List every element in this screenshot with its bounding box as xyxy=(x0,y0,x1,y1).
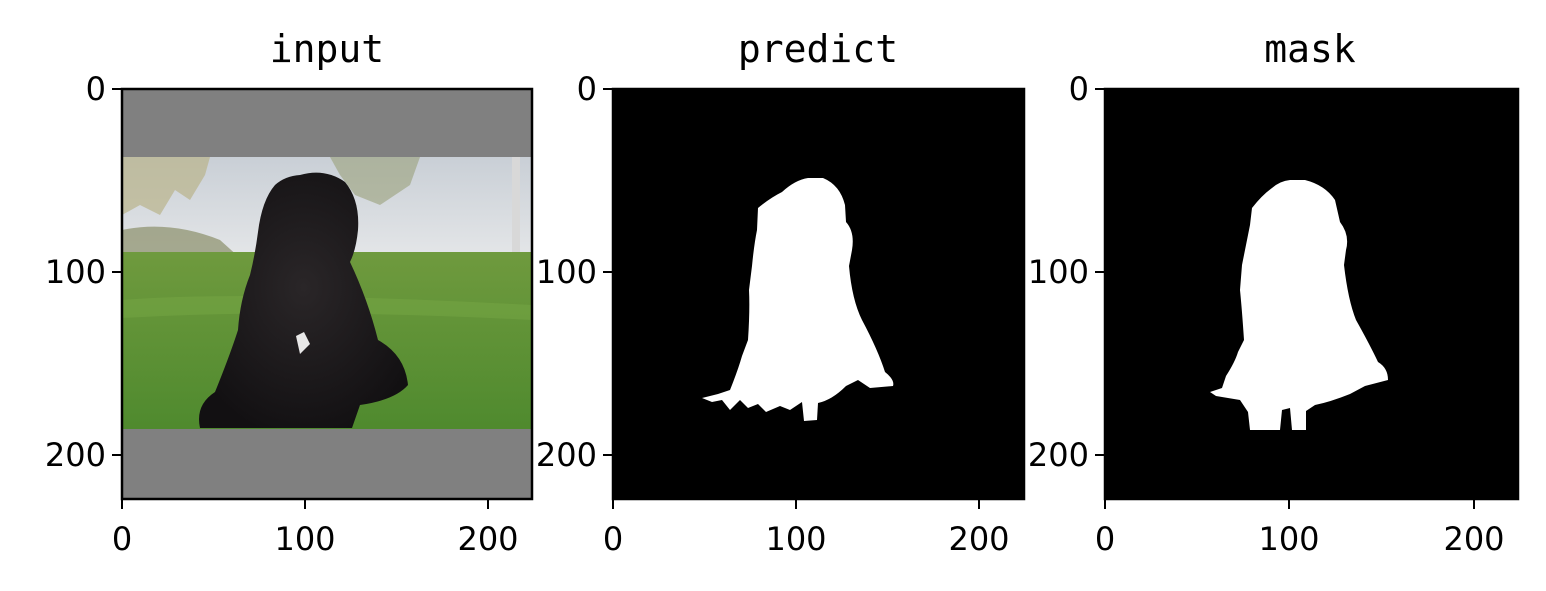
predict-mask-shape xyxy=(702,178,894,421)
panel-title-predict: predict xyxy=(738,27,898,71)
xtick-label: 100 xyxy=(1258,520,1319,558)
photo-fence xyxy=(512,157,520,252)
xtick-label: 0 xyxy=(1095,520,1115,558)
axes-frame-mask xyxy=(1103,87,1520,501)
padding-top xyxy=(122,89,532,157)
ytick-label: 100 xyxy=(536,253,597,291)
photo-dog xyxy=(199,172,408,428)
xtick-label: 0 xyxy=(112,520,132,558)
y-ticks-predict: 0 100 200 xyxy=(536,70,613,474)
panel-title-mask: mask xyxy=(1264,27,1356,71)
panel-title-input: input xyxy=(270,27,384,71)
ytick-label: 200 xyxy=(45,436,106,474)
photo-branches xyxy=(330,157,420,205)
axes-frame-predict xyxy=(611,87,1026,501)
input-image xyxy=(122,89,532,499)
ytick-label: 100 xyxy=(1028,253,1089,291)
axes-frame-input xyxy=(120,87,534,501)
ytick-label: 0 xyxy=(86,70,106,108)
dog-photo xyxy=(122,157,532,429)
photo-dog-chest xyxy=(296,332,310,354)
mask-shape xyxy=(1210,180,1388,430)
ytick-label: 0 xyxy=(577,70,597,108)
x-ticks-predict: 0 100 200 xyxy=(603,499,1010,558)
ytick-label: 200 xyxy=(1028,436,1089,474)
xtick-label: 100 xyxy=(765,520,826,558)
photo-tree xyxy=(122,157,210,215)
x-ticks-input: 0 100 200 xyxy=(112,499,519,558)
y-ticks-input: 0 100 200 xyxy=(45,70,122,474)
ytick-label: 0 xyxy=(1069,70,1089,108)
panel-mask: mask 0 100 200 0 100 200 xyxy=(1028,27,1520,558)
padding-bottom xyxy=(122,429,532,499)
xtick-label: 200 xyxy=(1443,520,1504,558)
xtick-label: 100 xyxy=(274,520,335,558)
ytick-label: 100 xyxy=(45,253,106,291)
ytick-label: 200 xyxy=(536,436,597,474)
xtick-label: 200 xyxy=(948,520,1009,558)
y-ticks-mask: 0 100 200 xyxy=(1028,70,1105,474)
panel-input: input 0 100 200 xyxy=(45,27,534,558)
xtick-label: 0 xyxy=(603,520,623,558)
xtick-label: 200 xyxy=(457,520,518,558)
panel-predict: predict 0 100 200 0 100 200 xyxy=(536,27,1026,558)
x-ticks-mask: 0 100 200 xyxy=(1095,499,1505,558)
